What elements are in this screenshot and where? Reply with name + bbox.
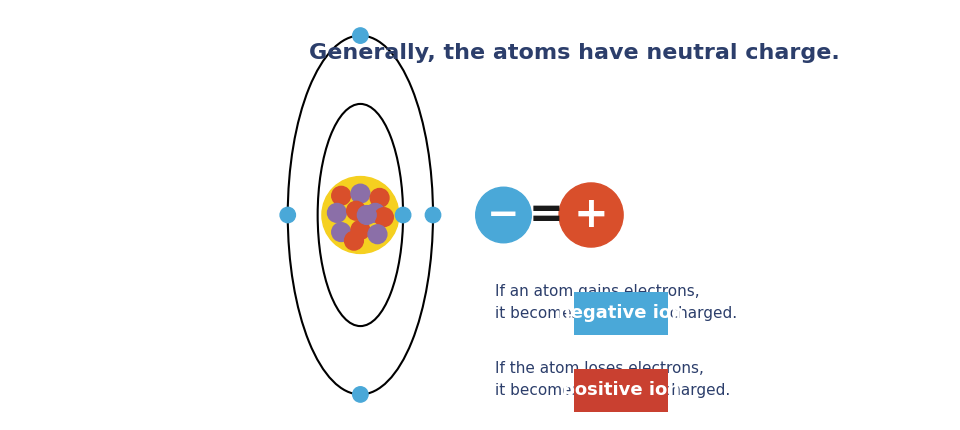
Circle shape <box>351 221 370 240</box>
Circle shape <box>332 223 350 242</box>
Text: negative ion: negative ion <box>558 304 684 322</box>
Circle shape <box>425 207 441 223</box>
Circle shape <box>351 184 370 203</box>
Text: If an atom gains electrons,
it becomes negatively charged.: If an atom gains electrons, it becomes n… <box>495 284 737 321</box>
Circle shape <box>476 187 531 243</box>
Circle shape <box>345 231 364 250</box>
Text: If the atom loses electrons,
it becomes positively charged.: If the atom loses electrons, it becomes … <box>495 361 731 398</box>
Circle shape <box>322 177 398 253</box>
Circle shape <box>280 207 296 223</box>
FancyBboxPatch shape <box>574 369 668 412</box>
Circle shape <box>371 188 389 207</box>
Circle shape <box>368 225 387 244</box>
Circle shape <box>327 203 347 222</box>
Text: Generally, the atoms have neutral charge.: Generally, the atoms have neutral charge… <box>308 43 839 63</box>
Circle shape <box>396 207 411 223</box>
Circle shape <box>352 387 368 402</box>
Text: =: = <box>529 194 564 236</box>
Circle shape <box>374 208 394 227</box>
Text: +: + <box>574 194 609 236</box>
Text: positive ion: positive ion <box>562 381 680 399</box>
Text: −: − <box>487 196 519 234</box>
Circle shape <box>559 183 623 247</box>
Circle shape <box>352 28 368 43</box>
Circle shape <box>357 206 376 224</box>
Circle shape <box>366 203 385 222</box>
Circle shape <box>347 201 366 220</box>
Circle shape <box>332 186 350 205</box>
FancyBboxPatch shape <box>574 292 668 335</box>
